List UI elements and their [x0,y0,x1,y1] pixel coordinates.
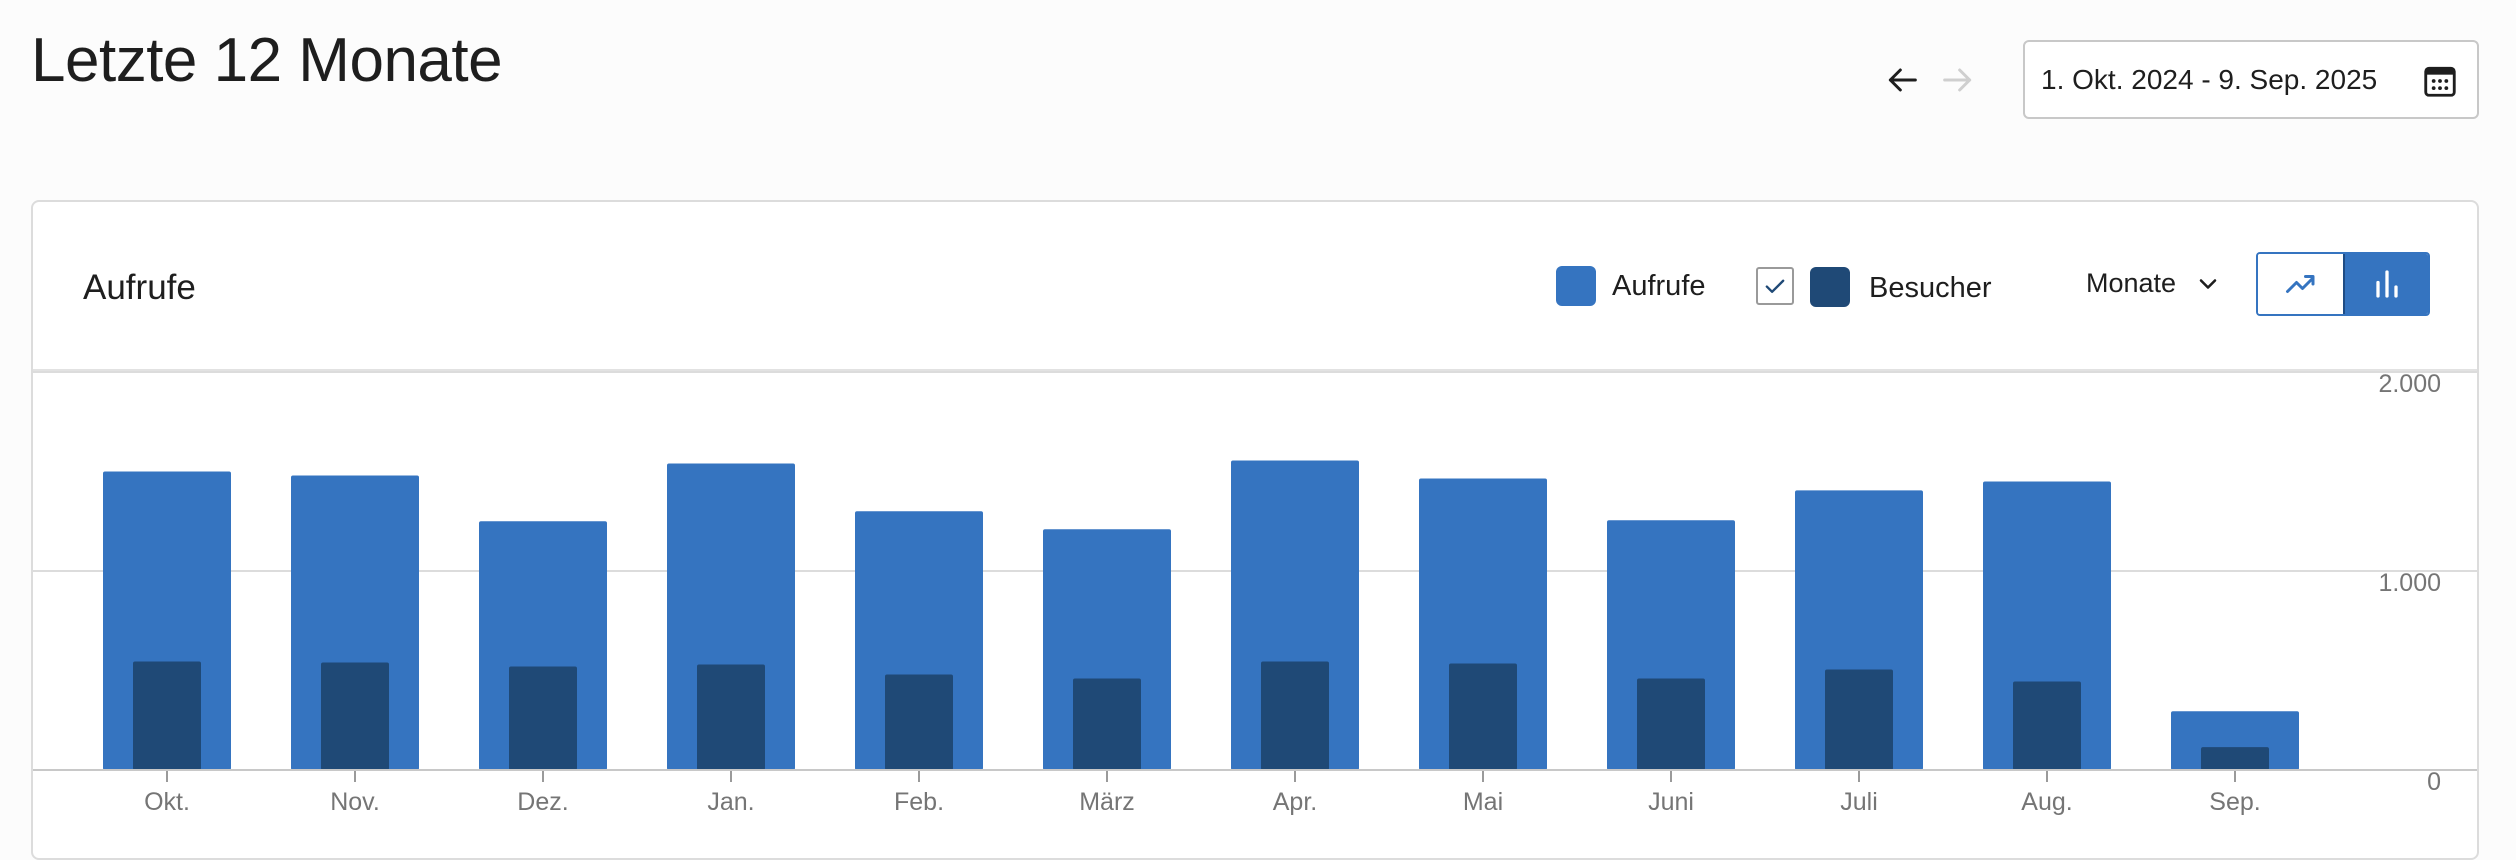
x-tick-label: Nov. [330,788,380,816]
bar-visitors [1449,663,1517,770]
arrow-right-icon [1943,68,1972,92]
period-label: Monate [2086,268,2177,298]
y-tick-label: 1.000 [2378,569,2441,597]
x-tick-label: Dez. [517,788,568,816]
card-header: Aufrufe Aufrufe Besucher Monate [33,202,2477,371]
date-range-picker[interactable]: 1. Okt. 2024 - 9. Sep. 2025 [2023,40,2479,119]
bar-visitors [885,674,953,770]
next-period-button[interactable] [1936,58,1980,102]
legend-views-swatch [1556,266,1596,306]
x-tick-label: Apr. [1273,788,1317,816]
x-tick-label: März [1079,788,1135,816]
bar-visitors [1637,678,1705,770]
bar-visitors [509,666,577,770]
chart-type-toggle [2256,252,2430,316]
y-tick-label: 0 [2427,768,2441,796]
card-title: Aufrufe [83,268,196,307]
period-select[interactable]: Monate [2086,268,2222,299]
date-range-label: 1. Okt. 2024 - 9. Sep. 2025 [2041,63,2378,95]
legend-visitors-label: Besucher [1869,272,1992,304]
page-title: Letzte 12 Monate [31,26,503,95]
bar-chart-icon [2375,270,2398,298]
x-tick-label: Okt. [144,788,190,816]
x-tick-label: Feb. [894,788,944,816]
line-chart-button[interactable] [2258,254,2343,314]
bar-chart-button[interactable] [2343,254,2428,314]
bar-visitors [1073,678,1141,770]
chevron-down-icon [2199,278,2217,289]
check-icon [1765,279,1785,293]
bar-chart: 0 1.000 2.000 Okt. Nov. Dez. Jan. Feb. März Apr. M… [33,370,2477,816]
bar-visitors [1261,661,1329,770]
previous-period-button[interactable] [1880,58,1924,102]
legend-views-label: Aufrufe [1612,269,1706,302]
bar-visitors [2013,681,2081,770]
x-tick-label: Juli [1840,788,1878,816]
x-tick-label: Mai [1463,788,1503,816]
bar-visitors [321,662,389,770]
bar-visitors [133,661,201,770]
legend-views: Aufrufe [1556,266,1706,306]
arrow-left-icon [1888,68,1917,92]
x-tick-label: Jan. [707,788,754,816]
trending-up-icon [2285,275,2314,293]
y-tick-label: 2.000 [2378,370,2441,398]
bar-visitors [697,664,765,770]
x-tick-label: Aug. [2021,788,2072,816]
x-tick-label: Juni [1648,788,1694,816]
x-tick-label: Sep. [2209,788,2260,816]
bar-visitors [1825,669,1893,770]
visitors-checkbox[interactable] [1756,267,1794,305]
legend-visitors-swatch [1810,267,1850,307]
bar-visitors [2201,747,2269,770]
views-chart-card: Aufrufe Aufrufe Besucher Monate [31,200,2479,860]
calendar-icon [2424,66,2456,97]
